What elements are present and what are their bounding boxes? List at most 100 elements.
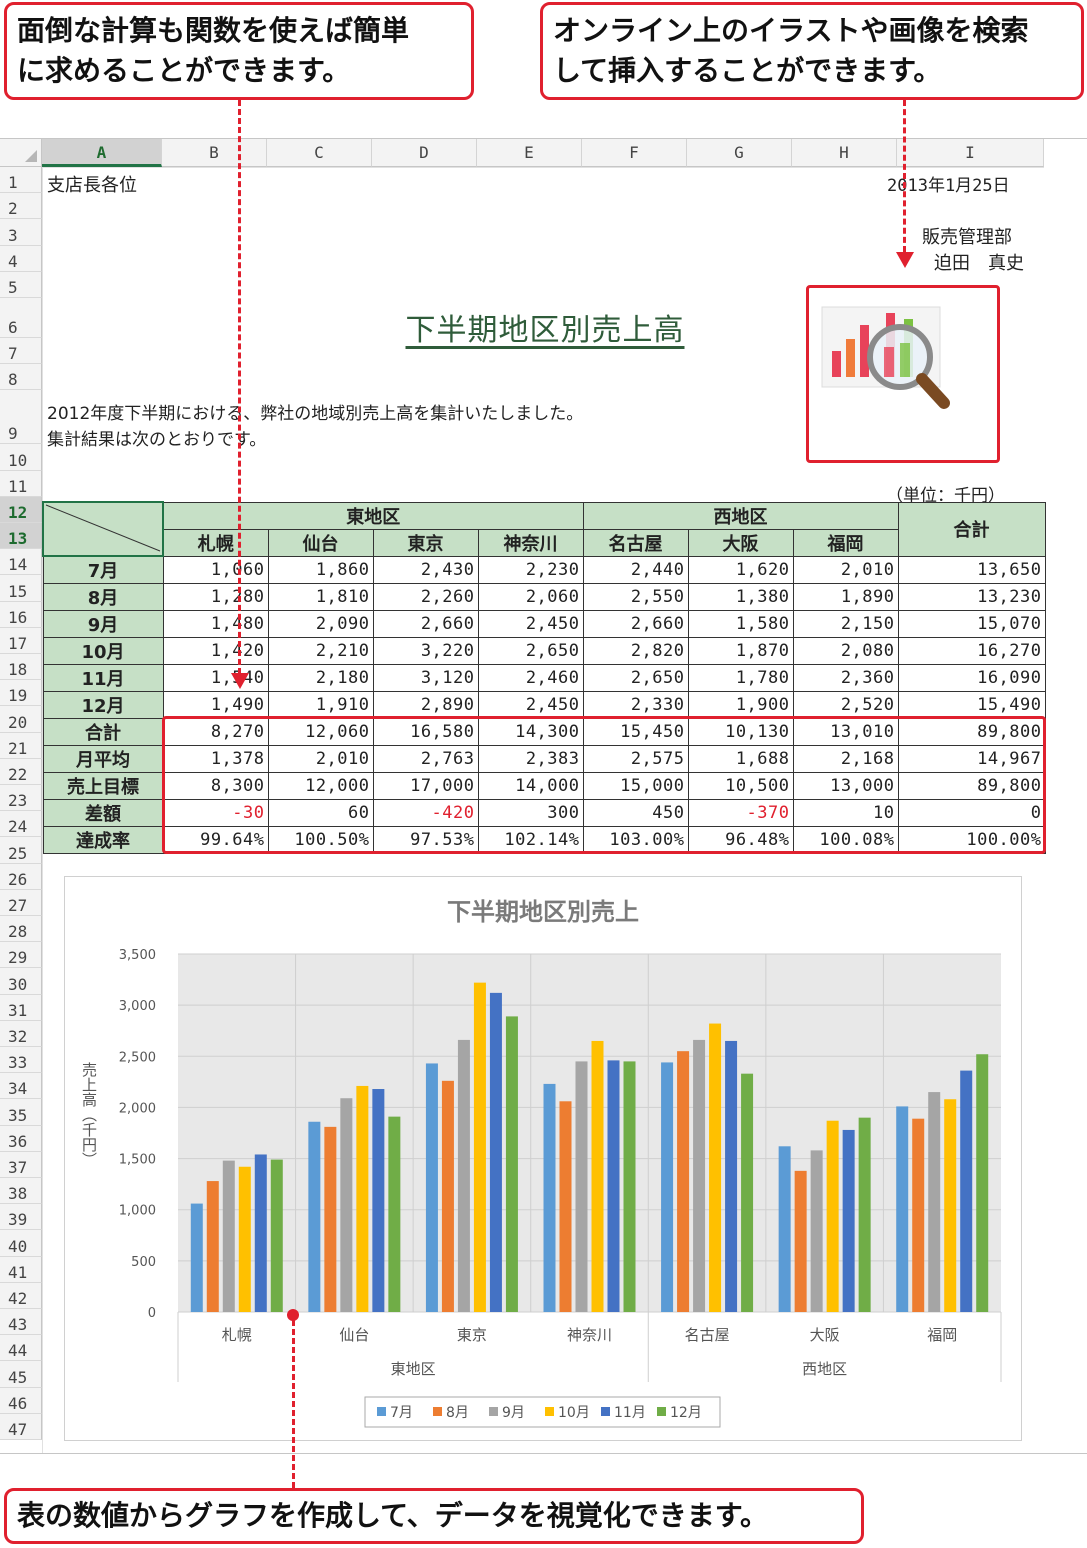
value-cell[interactable]: 2,820 xyxy=(582,637,689,665)
row-header-34[interactable]: 34 xyxy=(0,1073,42,1100)
value-cell[interactable]: 2,520 xyxy=(792,691,899,719)
row-header-45[interactable]: 45 xyxy=(0,1361,42,1388)
value-cell[interactable]: 1,890 xyxy=(792,583,899,611)
branch-header[interactable]: 神奈川 xyxy=(477,528,584,557)
value-cell[interactable]: 2,180 xyxy=(267,664,374,692)
value-cell[interactable]: 102.14% xyxy=(477,826,584,854)
row-header-44[interactable]: 44 xyxy=(0,1335,42,1362)
value-cell[interactable]: 1,060 xyxy=(162,555,269,584)
row-header-21[interactable]: 21 xyxy=(0,732,42,759)
chart-magnifier-icon[interactable] xyxy=(820,299,950,449)
value-cell[interactable]: 1,490 xyxy=(162,691,269,719)
branch-header[interactable]: 名古屋 xyxy=(582,528,689,557)
value-cell[interactable]: 89,800 xyxy=(897,718,1046,746)
value-cell[interactable]: 2,210 xyxy=(267,637,374,665)
row-header-17[interactable]: 17 xyxy=(0,627,42,654)
value-cell[interactable]: 2,890 xyxy=(372,691,479,719)
row-header-26[interactable]: 26 xyxy=(0,863,42,890)
row-label[interactable]: 7月 xyxy=(42,555,164,584)
row-label[interactable]: 月平均 xyxy=(42,745,164,773)
row-header-13[interactable]: 13 xyxy=(0,523,42,550)
row-header-37[interactable]: 37 xyxy=(0,1151,42,1178)
value-cell[interactable]: 13,230 xyxy=(897,583,1046,611)
column-header-c[interactable]: C xyxy=(267,139,372,167)
row-header-41[interactable]: 41 xyxy=(0,1256,42,1283)
value-cell[interactable]: 2,575 xyxy=(582,745,689,773)
row-header-2[interactable]: 2 xyxy=(0,193,42,220)
value-cell[interactable]: 1,780 xyxy=(687,664,794,692)
row-header-38[interactable]: 38 xyxy=(0,1178,42,1205)
row-label[interactable]: 達成率 xyxy=(42,826,164,854)
value-cell[interactable]: 13,650 xyxy=(897,555,1046,584)
row-header-22[interactable]: 22 xyxy=(0,758,42,785)
document-title[interactable]: 下半期地区別売上高 xyxy=(405,313,685,348)
row-header-18[interactable]: 18 xyxy=(0,654,42,681)
row-header-46[interactable]: 46 xyxy=(0,1387,42,1414)
value-cell[interactable]: 16,090 xyxy=(897,664,1046,692)
value-cell[interactable]: 2,230 xyxy=(477,555,584,584)
diagonal-header-cell[interactable] xyxy=(42,501,164,557)
value-cell[interactable]: 96.48% xyxy=(687,826,794,854)
value-cell[interactable]: 1,480 xyxy=(162,610,269,638)
branch-header[interactable]: 東京 xyxy=(372,528,479,557)
row-header-43[interactable]: 43 xyxy=(0,1309,42,1336)
region-west-header[interactable]: 西地区 xyxy=(582,501,899,530)
value-cell[interactable]: 1,870 xyxy=(687,637,794,665)
value-cell[interactable]: 1,810 xyxy=(267,583,374,611)
value-cell[interactable]: 2,650 xyxy=(582,664,689,692)
value-cell[interactable]: 2,360 xyxy=(792,664,899,692)
value-cell[interactable]: 15,450 xyxy=(582,718,689,746)
value-cell[interactable]: 97.53% xyxy=(372,826,479,854)
row-header-6[interactable]: 6 xyxy=(0,298,42,338)
column-header-h[interactable]: H xyxy=(792,139,897,167)
value-cell[interactable]: 2,450 xyxy=(477,610,584,638)
value-cell[interactable]: 12,000 xyxy=(267,772,374,800)
column-header-f[interactable]: F xyxy=(582,139,687,167)
value-cell[interactable]: 14,300 xyxy=(477,718,584,746)
column-header-i[interactable]: I xyxy=(897,139,1044,167)
select-all-corner[interactable] xyxy=(0,139,42,167)
row-header-12[interactable]: 12 xyxy=(0,496,42,523)
row-header-16[interactable]: 16 xyxy=(0,601,42,628)
value-cell[interactable]: 2,010 xyxy=(792,555,899,584)
value-cell[interactable]: 1,280 xyxy=(162,583,269,611)
value-cell[interactable]: 2,080 xyxy=(792,637,899,665)
value-cell[interactable]: 2,440 xyxy=(582,555,689,584)
row-header-36[interactable]: 36 xyxy=(0,1125,42,1152)
value-cell[interactable]: 89,800 xyxy=(897,772,1046,800)
row-header-25[interactable]: 25 xyxy=(0,837,42,864)
value-cell[interactable]: 10,130 xyxy=(687,718,794,746)
value-cell[interactable]: 2,460 xyxy=(477,664,584,692)
value-cell[interactable]: 100.08% xyxy=(792,826,899,854)
row-header-39[interactable]: 39 xyxy=(0,1204,42,1231)
value-cell[interactable]: -30 xyxy=(162,799,269,827)
row-header-29[interactable]: 29 xyxy=(0,942,42,969)
row-header-1[interactable]: 1 xyxy=(0,167,42,194)
value-cell[interactable]: 3,120 xyxy=(372,664,479,692)
row-header-28[interactable]: 28 xyxy=(0,916,42,943)
region-east-header[interactable]: 東地区 xyxy=(162,501,584,530)
row-header-24[interactable]: 24 xyxy=(0,811,42,838)
value-cell[interactable]: -370 xyxy=(687,799,794,827)
value-cell[interactable]: 1,540 xyxy=(162,664,269,692)
branch-header[interactable]: 仙台 xyxy=(267,528,374,557)
row-header-9[interactable]: 9 xyxy=(0,390,42,445)
row-header-32[interactable]: 32 xyxy=(0,1020,42,1047)
row-header-14[interactable]: 14 xyxy=(0,549,42,576)
value-cell[interactable]: 2,260 xyxy=(372,583,479,611)
row-header-31[interactable]: 31 xyxy=(0,994,42,1021)
row-header-30[interactable]: 30 xyxy=(0,968,42,995)
value-cell[interactable]: 17,000 xyxy=(372,772,479,800)
value-cell[interactable]: 1,688 xyxy=(687,745,794,773)
row-header-15[interactable]: 15 xyxy=(0,575,42,602)
value-cell[interactable]: 2,430 xyxy=(372,555,479,584)
row-label[interactable]: 10月 xyxy=(42,637,164,665)
value-cell[interactable]: 2,450 xyxy=(477,691,584,719)
column-header-a[interactable]: A xyxy=(42,139,162,167)
branch-header[interactable]: 札幌 xyxy=(162,528,269,557)
row-label[interactable]: 差額 xyxy=(42,799,164,827)
value-cell[interactable]: 13,010 xyxy=(792,718,899,746)
sales-chart[interactable]: 下半期地区別売上 0 500 1,000 1,500 2,000 2,500 3,000 3,5… xyxy=(64,876,1022,1441)
value-cell[interactable]: 15,000 xyxy=(582,772,689,800)
row-label[interactable]: 9月 xyxy=(42,610,164,638)
